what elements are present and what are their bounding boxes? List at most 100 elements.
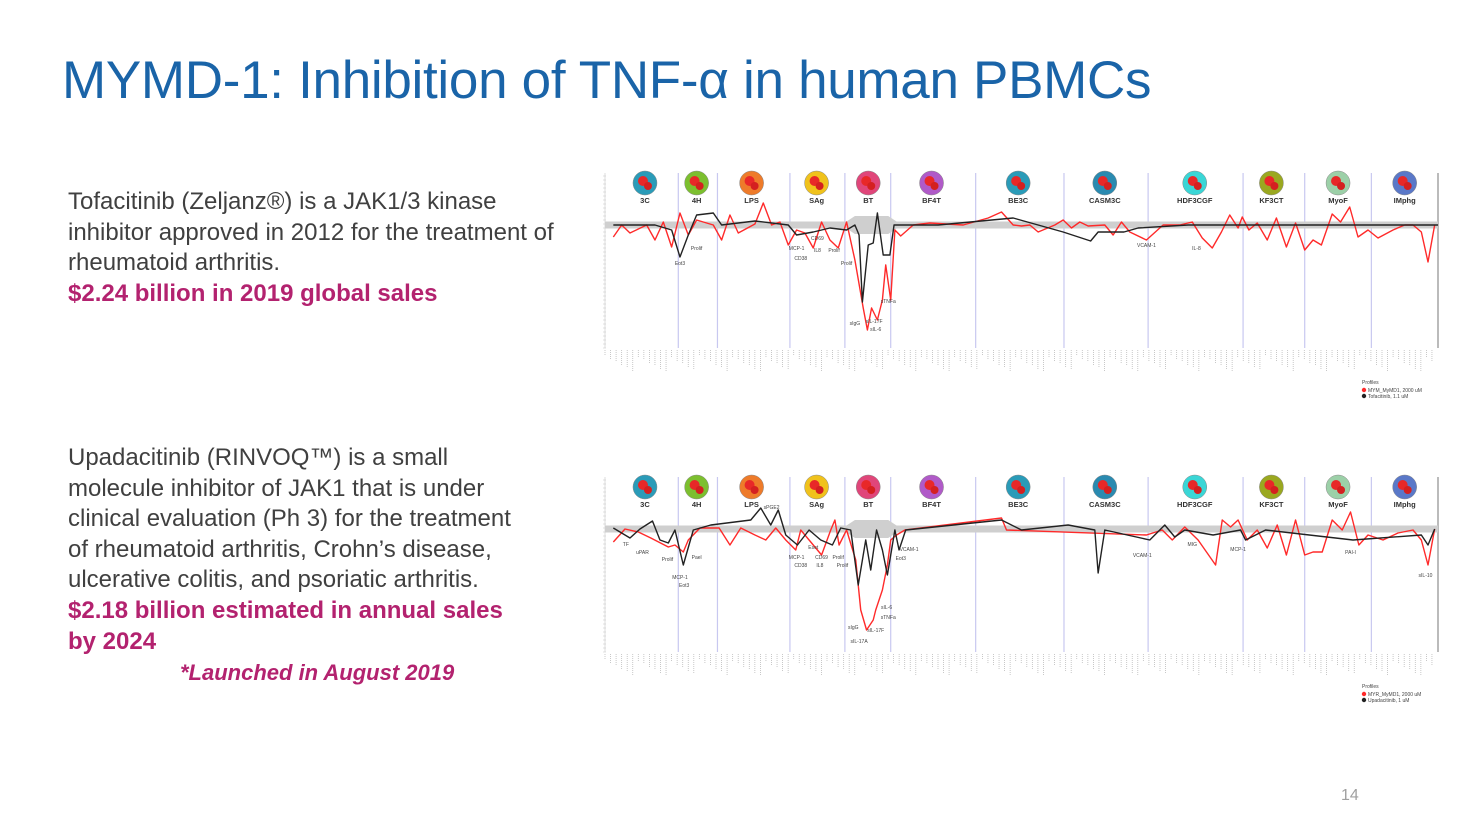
panel-label: KF3CT (1259, 196, 1284, 205)
slide-title: MYMD-1: Inhibition of TNF-α in human PBM… (62, 51, 1152, 110)
panel-label: KF3CT (1259, 500, 1284, 509)
cell-icon-detail (1337, 182, 1346, 190)
panel-label: BT (863, 500, 873, 509)
point-annotation: Eot3 (675, 261, 686, 267)
panel-label: HDF3CGF (1177, 500, 1213, 509)
panel-label: 4H (692, 196, 702, 205)
series-line (613, 212, 1438, 303)
legend-marker (1361, 697, 1367, 703)
legend-marker (1361, 387, 1367, 393)
panel-label: MyoF (1328, 196, 1348, 205)
panel-label: HDF3CGF (1177, 196, 1213, 205)
series-line (612, 202, 1436, 331)
point-annotation: PAI-I (1345, 550, 1356, 556)
cell-icon-detail (867, 182, 876, 190)
point-annotation: sIL-17A (850, 639, 868, 645)
cell-icon-detail (867, 486, 876, 494)
legend-entry: MYM_MyMD1, 2000 uM (1368, 388, 1422, 394)
text-line: inhibitor approved in 2012 for the treat… (68, 218, 554, 246)
point-annotation: MCP-1 (672, 575, 688, 581)
point-annotation: sIL-10 (1419, 573, 1433, 579)
panel-label: BF4T (922, 196, 941, 205)
panel-label: LPS (744, 196, 759, 205)
legend-title: Profiles (1362, 684, 1379, 690)
panel-label: MyoF (1328, 500, 1348, 509)
legend-entry: Tofacitinib, 1.1 uM (1368, 394, 1408, 400)
text-line: Upadacitinib (RINVOQ™) is a small (68, 444, 449, 471)
point-annotation: Prolif (662, 557, 674, 563)
upadacitinib-description: Upadacitinib (RINVOQ™) is a small molecu… (68, 443, 511, 657)
page-number: 14 (1341, 787, 1359, 804)
point-annotation: IL8 (816, 563, 823, 569)
point-annotation: Prolif (691, 246, 703, 252)
point-annotation: MCP-1 (789, 246, 805, 252)
point-annotation: sIL-17F (867, 628, 884, 634)
point-annotation: sPGE2 (764, 505, 780, 511)
sales-highlight: $2.24 billion in 2019 global sales (68, 279, 438, 307)
point-annotation: IL-8 (1192, 246, 1201, 252)
cell-icon-detail (1017, 486, 1026, 494)
text-line: ulcerative colitis, and psoriatic arthri… (68, 566, 479, 594)
point-annotation: uPAR (636, 550, 649, 556)
cell-icon-detail (1193, 182, 1202, 190)
text-line: molecule inhibitor of JAK1 that is under (68, 474, 485, 502)
cell-icon-detail (695, 182, 704, 190)
point-annotation: MIG (1188, 542, 1198, 548)
point-annotation: Prolif (828, 248, 840, 254)
point-annotation: CD38 (794, 563, 807, 569)
cell-icon-detail (695, 486, 704, 494)
cell-icon-detail (643, 486, 652, 494)
point-annotation: MCP-1 (1230, 547, 1246, 553)
cell-icon-detail (1017, 182, 1026, 190)
point-annotation: sTNFa (881, 615, 896, 621)
significance-envelope (605, 216, 1438, 234)
cell-icon-detail (750, 182, 759, 190)
point-annotation: Prolif (841, 261, 853, 267)
cell-icon-detail (1337, 486, 1346, 494)
biomap-profile-chart-tofacitinib: 3C 4H LPS SAg BT BF4T BE3C CASM3C HDF3CGF KF3CT My… (603, 170, 1439, 400)
cell-icon-detail (1403, 486, 1412, 494)
point-annotation: sIgG (850, 321, 861, 327)
text-line: rheumatoid arthritis. (68, 249, 281, 277)
panel-label: SAg (809, 500, 824, 509)
text-line: Tofacitinib (Zeljanz®) is a JAK1/3 kinas… (68, 188, 497, 215)
significance-envelope (605, 520, 1438, 538)
panel-label: BF4T (922, 500, 941, 509)
point-annotation: sIL-6 (870, 327, 881, 333)
cell-icon-detail (1270, 182, 1279, 190)
cell-icon-detail (643, 182, 652, 190)
legend-marker (1361, 691, 1367, 697)
point-annotation: TF (623, 542, 629, 548)
point-annotation: Pael (692, 555, 702, 561)
panel-label: IMphg (1394, 500, 1416, 509)
point-annotation: CD69 (811, 236, 824, 242)
point-annotation: sIL-6 (881, 605, 892, 611)
text-line: of rheumatoid arthritis, Crohn’s disease… (68, 535, 492, 563)
point-annotation: sIL-17F (866, 319, 883, 325)
cell-icon-detail (1103, 486, 1112, 494)
point-annotation: MCP-1 (789, 555, 805, 561)
cell-icon-detail (930, 486, 939, 494)
panel-label: LPS (744, 500, 759, 509)
panel-label: BE3C (1008, 196, 1029, 205)
cell-icon-detail (1193, 486, 1202, 494)
cell-icon-detail (815, 182, 824, 190)
cell-icon-detail (1270, 486, 1279, 494)
point-annotation: Prolif (837, 563, 849, 569)
point-annotation: CD38 (794, 256, 807, 262)
point-annotation: VCAM-1 (1137, 243, 1156, 249)
panel-label: SAg (809, 196, 824, 205)
cell-icon-detail (750, 486, 759, 494)
text-line: clinical evaluation (Ph 3) for the treat… (68, 505, 511, 533)
cell-icon-detail (815, 486, 824, 494)
point-annotation: VCAM-1 (1133, 553, 1152, 559)
biomap-profile-chart-upadacitinib: 3C 4H LPS SAg BT BF4T BE3C CASM3C HDF3CGF KF3CT My… (603, 474, 1439, 704)
panel-label: CASM3C (1089, 500, 1121, 509)
point-annotation: Eot3 (679, 583, 690, 589)
legend-entry: MYR_MyMD1, 2000 uM (1368, 692, 1421, 698)
point-annotation: sIgG (848, 625, 859, 631)
sales-highlight: by 2024 (68, 627, 157, 655)
panel-label: 4H (692, 500, 702, 509)
panel-label: CASM3C (1089, 196, 1121, 205)
panel-label: BE3C (1008, 500, 1029, 509)
